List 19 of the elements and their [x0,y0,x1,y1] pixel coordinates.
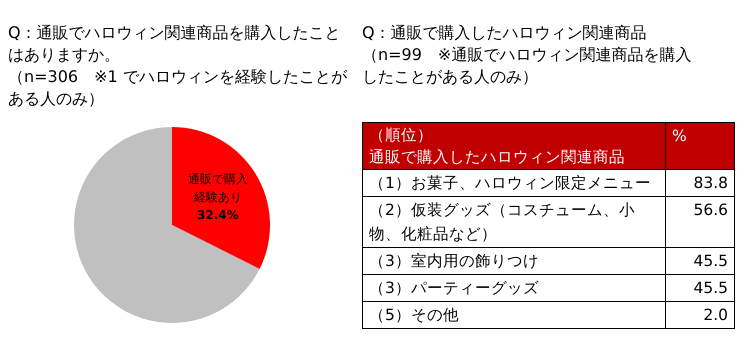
category-label: （2）仮装グッズ（コスチューム、小物、化粧品など） [362,196,666,248]
text: （n=99 ※通販でハロウィン関連商品を購入したことがある人のみ） [362,44,692,88]
category-label: （3）パーティーグッズ [362,274,666,302]
data-label: 56.6 [666,196,734,248]
category-label: （1）お菓子、ハロウィン限定メニュー [362,170,666,196]
text: % [666,122,734,170]
data-label: 83.8 [666,170,734,196]
text: Q：通販で購入したハロウィン関連商品 [362,22,648,44]
data-label: 45.5 [666,248,734,274]
category-label: （3）室内用の飾りつけ [362,248,666,274]
data-label: 2.0 [666,302,734,328]
data-label: 45.5 [666,274,734,302]
slice-label: 通販で購入経験あり [186,170,249,206]
chart-title: Q：通販でハロウィン関連商品を購入したことはありますか。 [8,22,342,66]
data-label: 32.4% [196,206,240,224]
chart-subtitle: （n=306 ※1 でハロウィンを経験したことがある人のみ） [8,66,348,110]
category-label: （5）その他 [362,302,666,328]
text: 通販で購入したハロウィン関連商品 [369,147,626,168]
text: （順位） [369,125,434,146]
